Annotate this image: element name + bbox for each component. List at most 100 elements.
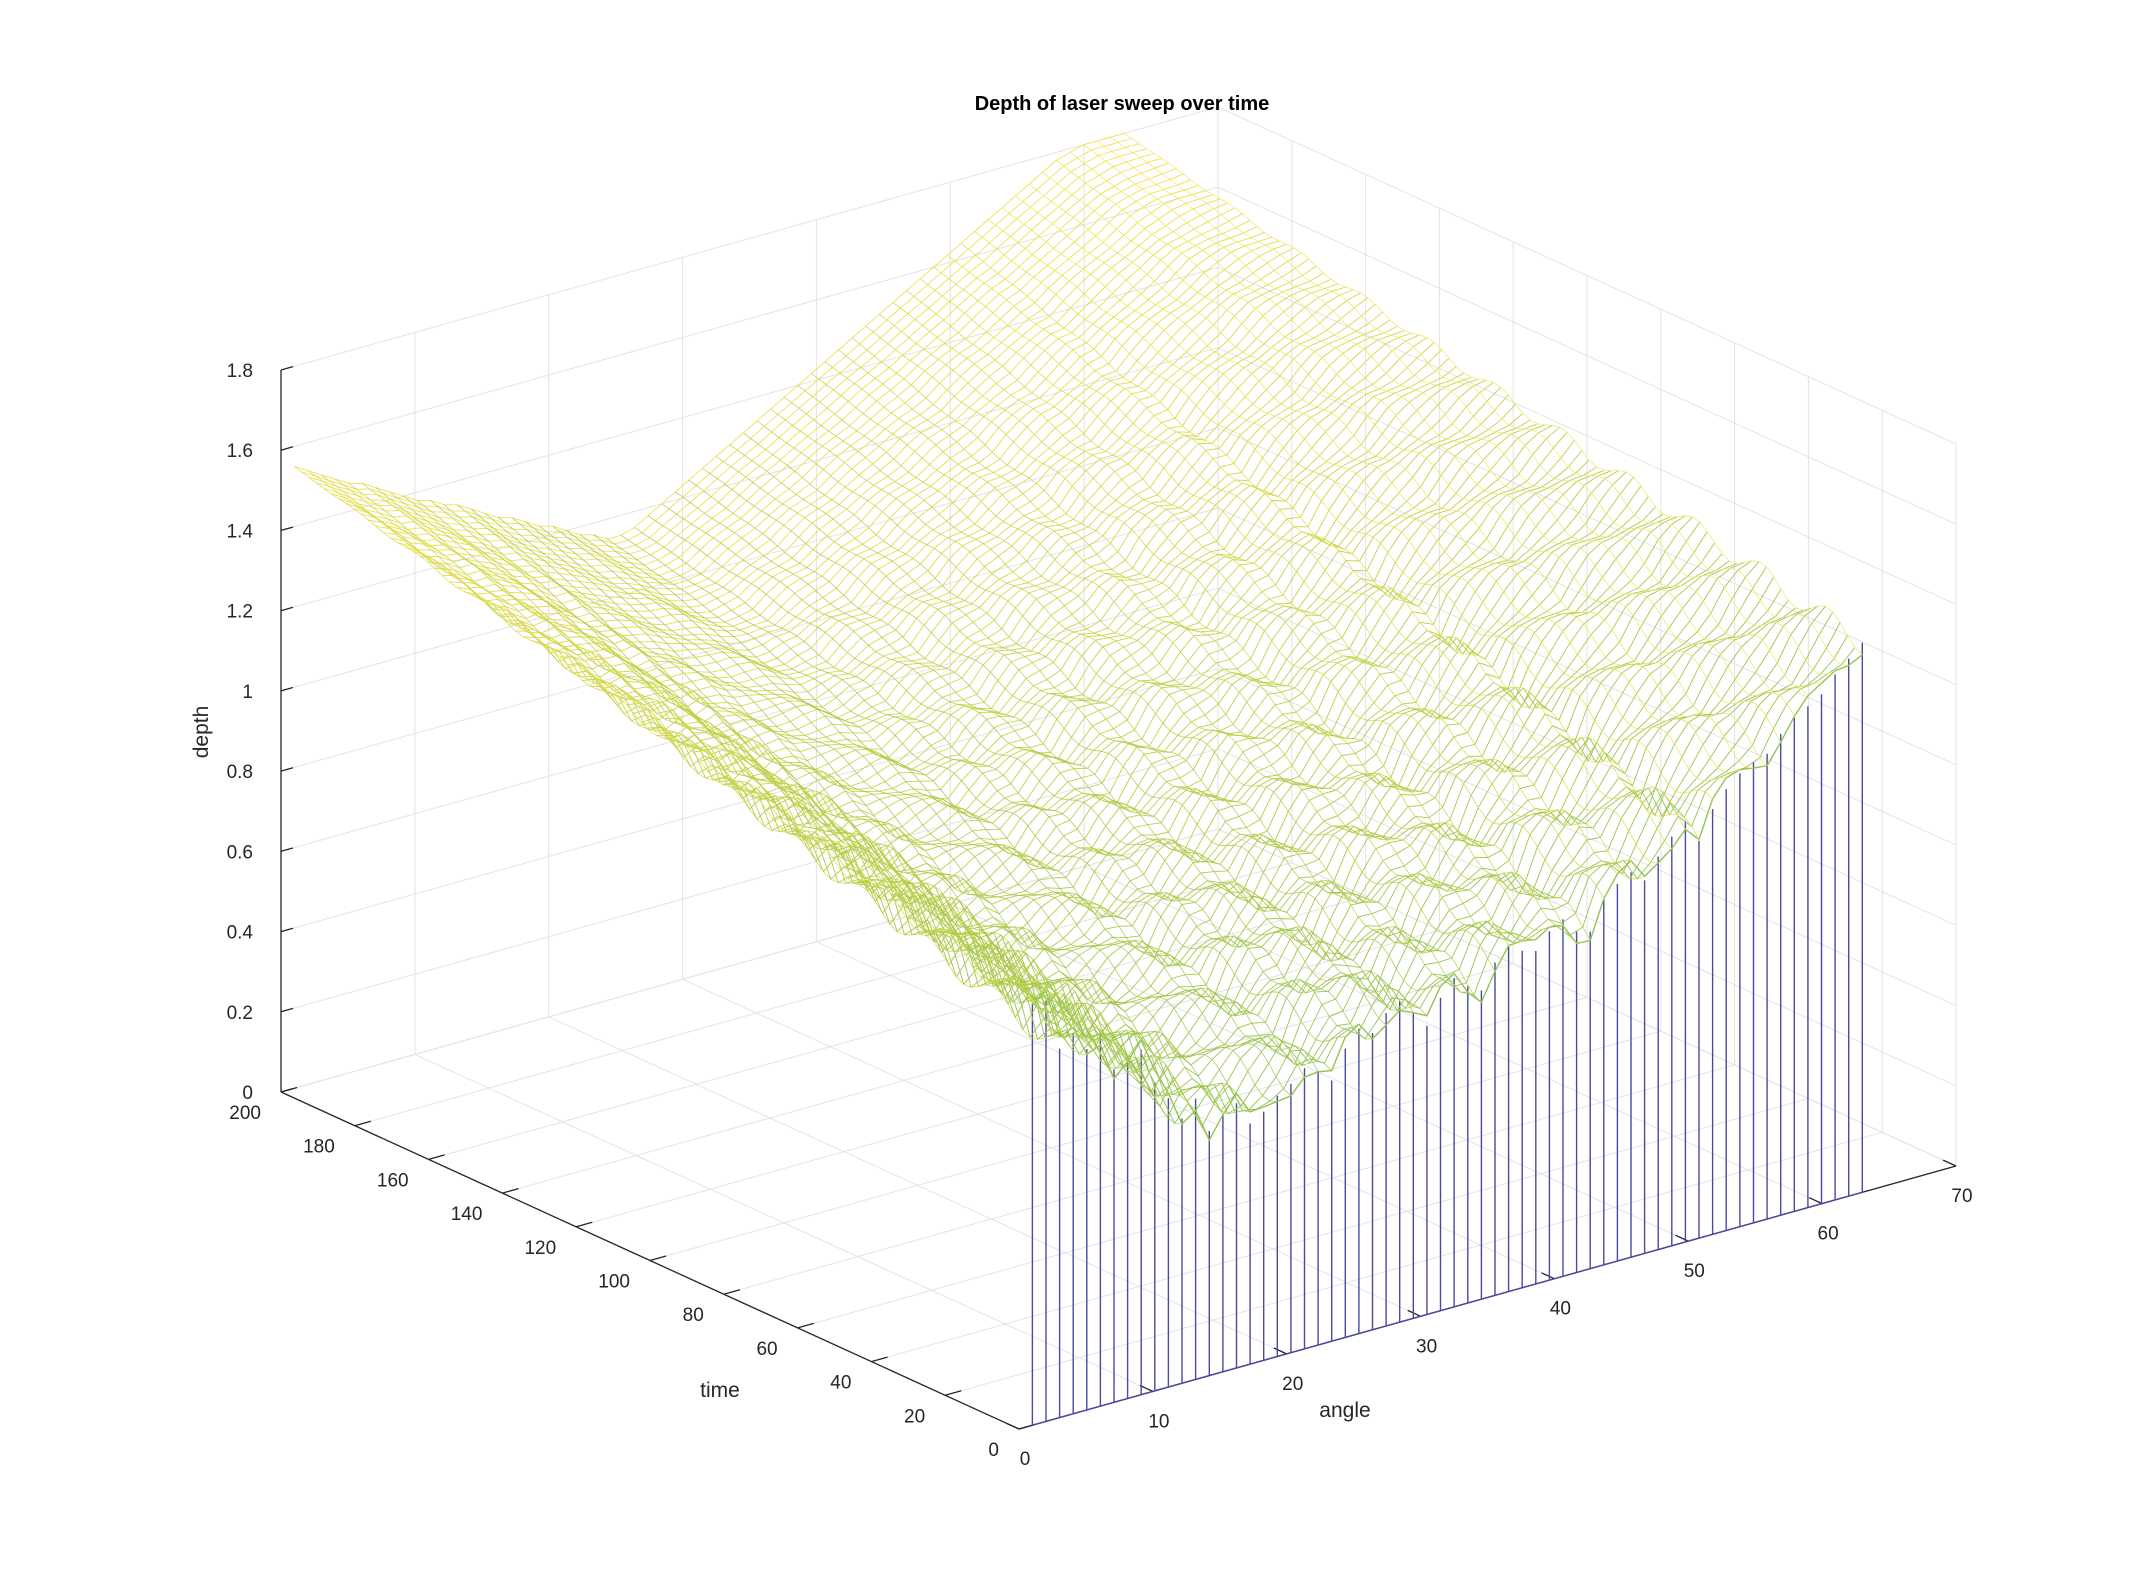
- mesh-line-angle: [607, 538, 1346, 1043]
- mesh-line-angle: [1042, 171, 1782, 743]
- z-tick: [280, 927, 294, 933]
- mesh-line-time: [619, 357, 1450, 787]
- grid-line: [1217, 427, 1957, 766]
- mesh-line-time: [855, 515, 1686, 985]
- mesh-line-angle: [906, 290, 1645, 880]
- mesh-line-time: [353, 173, 1184, 581]
- z-tick: [280, 847, 294, 852]
- mesh-line-time: [316, 148, 1147, 555]
- x-tick: [1942, 1159, 1957, 1167]
- mesh-line-angle: [892, 302, 1632, 865]
- z-tick-label: 1.4: [227, 521, 254, 542]
- y-tick-label: 80: [683, 1305, 704, 1326]
- y-tick-label: 180: [303, 1137, 335, 1158]
- mesh-line-angle: [811, 373, 1550, 931]
- mesh-line-time: [965, 607, 1797, 1085]
- x-tick-label: 30: [1416, 1336, 1437, 1357]
- grid-line: [1217, 748, 1957, 1087]
- mesh-line-angle: [838, 349, 1577, 944]
- grid-line: [280, 748, 1219, 1013]
- mesh-line-time: [323, 153, 1154, 560]
- mesh-line-angle: [566, 530, 1305, 1078]
- mesh-line-time: [663, 382, 1494, 826]
- grid-line: [1217, 186, 1957, 525]
- z-tick: [280, 767, 294, 772]
- y-axis-label: time: [700, 1379, 740, 1402]
- mesh-line-time: [626, 366, 1457, 790]
- mesh-line-time: [382, 194, 1214, 602]
- grid-line: [1217, 828, 1957, 1167]
- z-tick-label: 0.2: [227, 1003, 253, 1024]
- mesh-line-time: [500, 278, 1332, 689]
- x-tick-label: 40: [1550, 1299, 1571, 1320]
- mesh-line-angle: [933, 266, 1673, 849]
- mesh-line-time: [471, 252, 1302, 669]
- mesh-line-angle: [797, 385, 1536, 944]
- y-tick-label: 20: [904, 1406, 925, 1427]
- mesh-line-angle: [620, 534, 1360, 1030]
- x-tick-label: 70: [1951, 1186, 1972, 1207]
- mesh-line-angle: [389, 491, 1128, 1062]
- grid-line: [502, 929, 1440, 1194]
- mesh-line-time: [441, 236, 1273, 644]
- grid-line: [1217, 106, 1957, 445]
- mesh-line-time: [308, 143, 1140, 550]
- mesh-line-angle: [294, 466, 1033, 1005]
- mesh-line-time: [714, 424, 1546, 870]
- grid-line: [1217, 347, 1957, 686]
- mesh-line-time: [655, 379, 1487, 817]
- y-tick: [797, 1322, 814, 1329]
- mesh-line-time: [338, 162, 1169, 571]
- grid-line: [280, 347, 1219, 612]
- mesh-line-angle: [375, 487, 1115, 1079]
- mesh-line-time: [677, 394, 1509, 838]
- mesh-line-angle: [1124, 132, 1863, 656]
- grid-line: [428, 895, 1366, 1160]
- mesh-line-time: [360, 179, 1191, 585]
- mesh-surface: [294, 132, 1864, 1426]
- mesh-line-time: [722, 424, 1553, 873]
- x-tick-label: 10: [1148, 1411, 1169, 1432]
- mesh-line-angle: [307, 470, 1047, 992]
- mesh-line-angle: [1096, 140, 1836, 675]
- mesh-line-time: [486, 265, 1317, 679]
- y-tick: [871, 1356, 888, 1363]
- mesh-line-time: [397, 202, 1228, 614]
- mesh-line-time: [928, 561, 1760, 1048]
- grid-line: [280, 427, 1219, 692]
- mesh-line-time: [596, 337, 1428, 771]
- mesh-line-time: [884, 542, 1716, 1006]
- z-axis-label: depth: [190, 706, 213, 759]
- grid-line: [280, 106, 1219, 371]
- mesh-line-time: [493, 272, 1324, 684]
- mesh-line-angle: [702, 467, 1441, 991]
- mesh-line-time: [951, 588, 1782, 1063]
- mesh-line-time: [567, 325, 1398, 743]
- x-tick: [1005, 1422, 1020, 1430]
- z-tick: [280, 606, 294, 612]
- mesh-line-angle: [443, 504, 1183, 1125]
- axis-tick-labels: 0102030405060700204060801001201401601802…: [227, 361, 1973, 1470]
- mesh-line-time: [1010, 622, 1841, 1115]
- mesh-line-angle: [756, 420, 1496, 972]
- mesh-line-time: [773, 469, 1605, 922]
- mesh-line-angle: [348, 482, 1087, 1055]
- mesh-line-time: [508, 283, 1339, 694]
- mesh-line-angle: [416, 499, 1155, 1074]
- mesh-line-time: [1024, 647, 1856, 1128]
- mesh-line-angle: [1083, 144, 1822, 688]
- y-tick: [502, 1187, 519, 1194]
- y-tick-label: 100: [598, 1272, 630, 1293]
- y-tick-label: 140: [451, 1204, 483, 1225]
- mesh-line-angle: [321, 474, 1060, 1040]
- mesh-line-time: [707, 423, 1538, 865]
- z-tick: [280, 1007, 294, 1013]
- x-tick: [1273, 1347, 1287, 1355]
- mesh-line-time: [788, 470, 1620, 929]
- mesh-line-time: [988, 605, 1819, 1097]
- grid-line: [576, 963, 1514, 1228]
- curtain-base: [1032, 1191, 1863, 1426]
- y-tick-label: 200: [229, 1103, 261, 1124]
- mesh-line-time: [294, 132, 1125, 540]
- mesh-line-time: [368, 184, 1199, 590]
